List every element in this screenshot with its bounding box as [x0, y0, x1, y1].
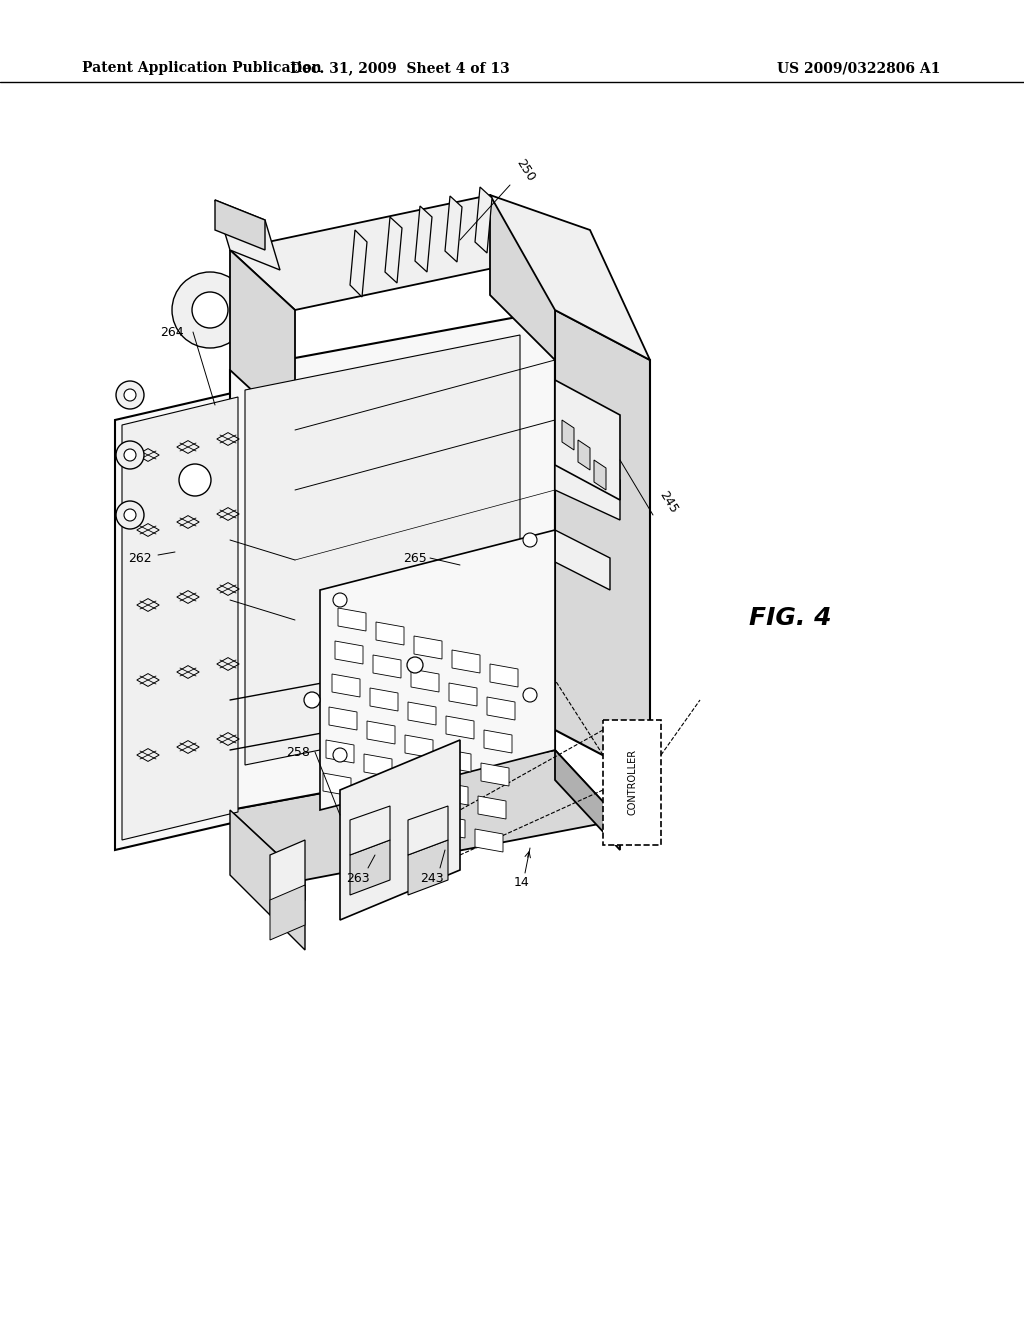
Polygon shape — [230, 249, 295, 430]
Polygon shape — [215, 201, 265, 249]
Polygon shape — [437, 814, 465, 838]
Polygon shape — [319, 531, 555, 810]
Polygon shape — [449, 682, 477, 706]
Polygon shape — [350, 807, 390, 855]
Circle shape — [523, 533, 537, 546]
Text: CONTROLLER: CONTROLLER — [627, 748, 637, 814]
Text: 265: 265 — [403, 552, 427, 565]
Polygon shape — [484, 730, 512, 752]
Polygon shape — [408, 840, 449, 895]
Polygon shape — [445, 195, 462, 261]
Polygon shape — [408, 702, 436, 725]
Polygon shape — [414, 636, 442, 659]
Circle shape — [124, 389, 136, 401]
Polygon shape — [562, 420, 574, 450]
Polygon shape — [370, 688, 398, 711]
Text: 264: 264 — [160, 326, 184, 338]
Text: 14: 14 — [514, 875, 529, 888]
Circle shape — [116, 381, 144, 409]
Text: 258: 258 — [286, 746, 310, 759]
Polygon shape — [270, 840, 305, 915]
Circle shape — [160, 445, 230, 515]
Polygon shape — [481, 763, 509, 785]
Polygon shape — [475, 829, 503, 851]
Polygon shape — [399, 801, 427, 824]
Polygon shape — [594, 459, 606, 490]
Polygon shape — [385, 216, 402, 282]
Polygon shape — [340, 741, 460, 920]
Polygon shape — [578, 440, 590, 470]
Circle shape — [179, 465, 211, 496]
Polygon shape — [364, 754, 392, 777]
Text: 250: 250 — [513, 157, 537, 183]
Polygon shape — [440, 781, 468, 805]
Polygon shape — [323, 774, 351, 796]
Polygon shape — [555, 450, 620, 520]
Text: 245: 245 — [656, 488, 680, 516]
Polygon shape — [326, 741, 354, 763]
Polygon shape — [490, 664, 518, 686]
Polygon shape — [475, 187, 492, 253]
Polygon shape — [230, 750, 620, 880]
Circle shape — [116, 441, 144, 469]
Circle shape — [193, 292, 228, 327]
Polygon shape — [122, 397, 238, 840]
Circle shape — [407, 657, 423, 673]
Polygon shape — [443, 748, 471, 772]
Polygon shape — [490, 195, 555, 360]
Polygon shape — [478, 796, 506, 818]
Text: 243: 243 — [420, 871, 443, 884]
Polygon shape — [245, 335, 520, 766]
Polygon shape — [406, 735, 433, 758]
Text: 263: 263 — [346, 871, 370, 884]
Polygon shape — [402, 768, 430, 791]
Circle shape — [124, 510, 136, 521]
Text: US 2009/0322806 A1: US 2009/0322806 A1 — [776, 61, 940, 75]
Circle shape — [172, 272, 248, 348]
Circle shape — [124, 449, 136, 461]
Polygon shape — [411, 669, 439, 692]
Polygon shape — [367, 721, 395, 744]
Polygon shape — [446, 715, 474, 739]
Polygon shape — [487, 697, 515, 719]
Polygon shape — [270, 884, 305, 940]
Polygon shape — [555, 531, 610, 590]
Polygon shape — [350, 840, 390, 895]
Polygon shape — [415, 206, 432, 272]
Polygon shape — [329, 708, 357, 730]
Polygon shape — [230, 195, 555, 310]
Polygon shape — [376, 622, 404, 645]
Polygon shape — [335, 642, 362, 664]
Polygon shape — [555, 750, 620, 850]
Text: Patent Application Publication: Patent Application Publication — [82, 61, 322, 75]
Polygon shape — [373, 655, 401, 678]
Polygon shape — [408, 807, 449, 855]
Polygon shape — [230, 810, 305, 950]
Circle shape — [116, 502, 144, 529]
Polygon shape — [215, 201, 280, 271]
Polygon shape — [490, 195, 650, 360]
Polygon shape — [115, 389, 245, 850]
Text: 262: 262 — [128, 552, 152, 565]
Bar — [603, 719, 662, 845]
Polygon shape — [555, 380, 620, 500]
Circle shape — [333, 593, 347, 607]
Text: FIG. 4: FIG. 4 — [749, 606, 831, 630]
Circle shape — [304, 692, 319, 708]
Polygon shape — [361, 787, 389, 810]
Polygon shape — [338, 609, 366, 631]
Polygon shape — [555, 310, 650, 780]
Circle shape — [523, 688, 537, 702]
Polygon shape — [452, 649, 480, 673]
Circle shape — [333, 748, 347, 762]
Polygon shape — [332, 675, 360, 697]
Text: Dec. 31, 2009  Sheet 4 of 13: Dec. 31, 2009 Sheet 4 of 13 — [290, 61, 510, 75]
Polygon shape — [230, 310, 555, 810]
Polygon shape — [350, 230, 367, 297]
